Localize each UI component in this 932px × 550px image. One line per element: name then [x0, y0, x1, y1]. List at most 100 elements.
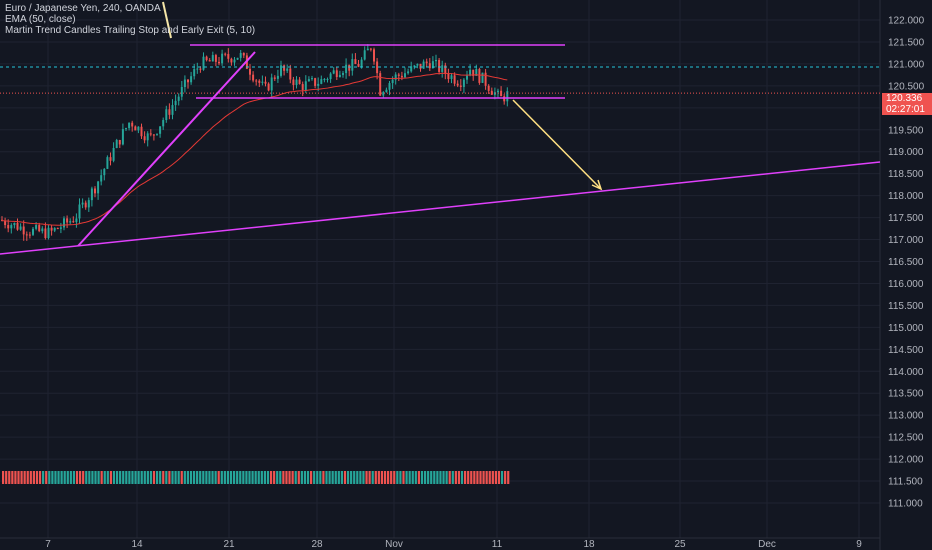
- indicator-bar: [162, 471, 165, 484]
- indicator-bar: [174, 471, 177, 484]
- candle-body: [472, 69, 475, 76]
- candle-body: [289, 68, 292, 80]
- candle-body: [456, 83, 459, 86]
- indicator-bar: [402, 471, 405, 484]
- candle-body: [121, 129, 124, 145]
- candle-body: [22, 226, 25, 235]
- candle-body: [351, 59, 354, 71]
- candle-body: [428, 63, 431, 69]
- candle-body: [307, 79, 310, 82]
- candle-body: [112, 147, 115, 161]
- candle-body: [7, 225, 10, 229]
- indicator-bar: [186, 471, 189, 484]
- candle-body: [298, 79, 301, 85]
- candle-body: [53, 228, 56, 231]
- candle-body: [385, 89, 388, 93]
- legend-symbol[interactable]: Euro / Japanese Yen, 240, OANDA: [5, 3, 161, 14]
- candle-body: [252, 74, 255, 81]
- x-tick-label: 7: [45, 539, 51, 550]
- indicator-bar: [128, 471, 131, 484]
- candle-body: [360, 59, 363, 67]
- candle-body: [497, 90, 499, 93]
- candle-body: [242, 52, 245, 56]
- candle-body: [311, 78, 313, 80]
- indicator-bar: [32, 471, 35, 484]
- indicator-bar: [171, 471, 174, 484]
- indicator-bar: [45, 471, 48, 484]
- candle-body: [469, 69, 472, 76]
- indicator-bar: [445, 471, 448, 484]
- indicator-bar: [236, 471, 239, 484]
- candle-body: [438, 59, 441, 72]
- candle-body: [326, 79, 329, 81]
- indicator-bar: [313, 471, 316, 484]
- indicator-bar: [448, 471, 451, 484]
- indicator-bar: [396, 471, 399, 484]
- candle-body: [466, 75, 468, 80]
- candle-body: [75, 218, 78, 223]
- x-tick-label: 14: [131, 539, 143, 550]
- indicator-bar: [306, 471, 310, 484]
- candle-body: [490, 90, 493, 95]
- indicator-bar: [494, 471, 497, 484]
- legend-indicator[interactable]: Martin Trend Candles Trailing Stop and E…: [5, 25, 256, 36]
- y-tick-label: 111.500: [888, 477, 923, 488]
- candle-body: [97, 181, 100, 194]
- candle-body: [453, 75, 456, 84]
- candle-body: [25, 234, 28, 236]
- indicator-bar: [257, 471, 260, 484]
- indicator-bar: [88, 471, 91, 484]
- indicator-bar: [146, 471, 149, 484]
- rising-trendline: [77, 51, 256, 247]
- indicator-bar: [368, 471, 371, 484]
- indicator-bar: [433, 471, 436, 484]
- candle-body: [41, 228, 44, 232]
- indicator-bar: [390, 471, 393, 484]
- candle-body: [143, 136, 146, 141]
- candle-body: [78, 204, 81, 219]
- candle-body: [407, 71, 410, 74]
- indicator-bar: [233, 471, 236, 484]
- indicator-bar: [239, 471, 242, 484]
- candle-body: [109, 157, 112, 161]
- indicator-bar: [340, 471, 343, 484]
- long-trendline: [0, 161, 881, 255]
- indicator-bar: [430, 471, 433, 484]
- indicator-bar: [66, 471, 69, 484]
- indicator-bar: [442, 471, 445, 484]
- candle-body: [131, 122, 134, 127]
- candle-body: [13, 222, 16, 226]
- candle-body: [180, 86, 183, 97]
- indicator-bar: [331, 471, 334, 484]
- candle-body: [90, 188, 93, 201]
- indicator-bar: [217, 471, 220, 484]
- candle-body: [431, 61, 434, 69]
- x-tick-label: 25: [674, 539, 686, 550]
- indicator-bar: [229, 471, 233, 484]
- indicator-bar: [134, 471, 137, 484]
- indicator-bar: [353, 471, 356, 484]
- candle-body: [376, 61, 379, 74]
- indicator-bar: [2, 471, 5, 484]
- candle-body: [400, 75, 403, 78]
- indicator-bar: [14, 471, 17, 484]
- indicator-bar: [115, 471, 119, 484]
- y-tick-label: 122.000: [888, 16, 925, 27]
- y-tick-label: 114.000: [888, 367, 924, 378]
- candle-body: [338, 74, 341, 77]
- indicator-bar: [346, 471, 350, 484]
- candle-body: [419, 63, 422, 69]
- indicator-bar: [51, 471, 54, 484]
- candle-body: [227, 54, 230, 59]
- indicator-bar: [294, 471, 297, 484]
- indicator-bar: [266, 471, 270, 484]
- x-tick-label: 11: [492, 539, 503, 550]
- candle-body: [171, 105, 174, 115]
- indicator-bar: [310, 471, 313, 484]
- indicator-bar: [411, 471, 414, 484]
- candle-body: [100, 175, 103, 182]
- candle-body: [208, 60, 211, 62]
- legend-ema[interactable]: EMA (50, close): [5, 14, 76, 25]
- indicator-bar: [214, 471, 217, 484]
